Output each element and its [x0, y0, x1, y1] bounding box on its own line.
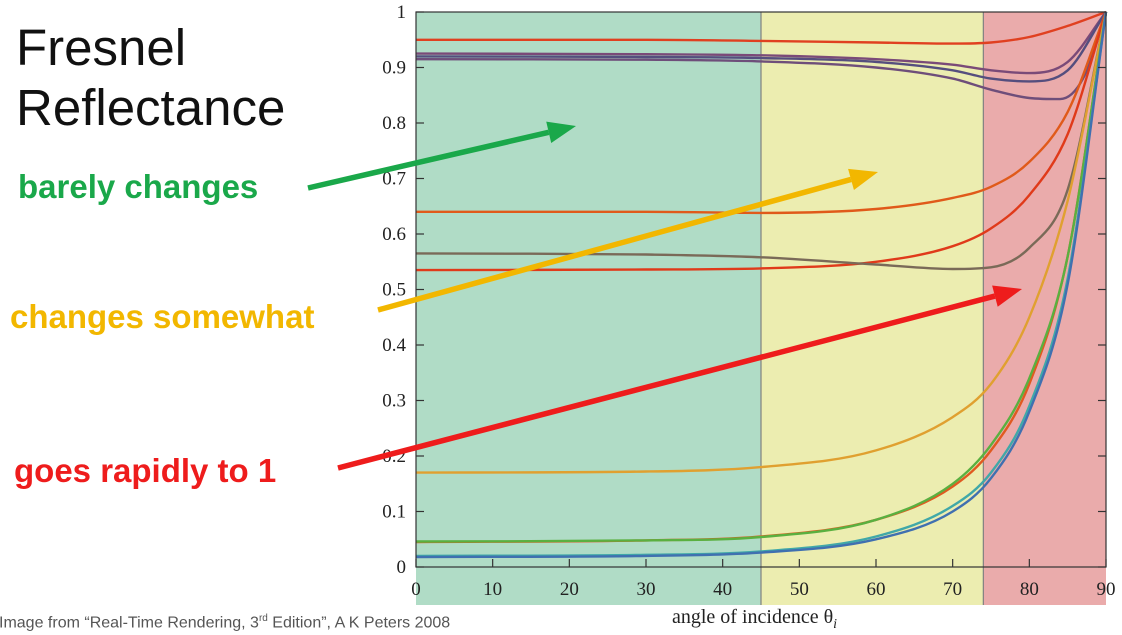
x-tick-label: 90: [1097, 579, 1116, 600]
y-tick-label: 0.6: [382, 224, 406, 245]
region-bands: [416, 12, 1106, 605]
x-axis-label: angle of incidence θi: [672, 606, 837, 632]
x-tick-label: 50: [790, 579, 809, 600]
y-tick-label: 0.7: [382, 169, 406, 190]
series-line-7: [415, 11, 1108, 271]
slide-title: Fresnel Reflectance: [16, 19, 286, 136]
series-line-6: [415, 11, 1108, 272]
x-tick-label: 20: [560, 579, 579, 600]
arrow-shaft: [307, 129, 550, 191]
x-tick-label: 40: [713, 579, 732, 600]
arrow-shaft: [377, 176, 852, 313]
region-band-1: [416, 12, 761, 605]
image-credit: Image from “Real-Time Rendering, 3rd Edi…: [0, 613, 450, 632]
x-tick-label: 30: [637, 579, 656, 600]
x-tick-label: 60: [867, 579, 886, 600]
x-axis-label-subscript: i: [833, 617, 837, 632]
arrow-head: [848, 168, 878, 191]
annotation-changes-somewhat: changes somewhat: [10, 298, 315, 335]
x-tick-label: 0: [411, 579, 421, 600]
y-tick-label: 0.1: [382, 502, 406, 523]
arrow-head: [992, 285, 1022, 307]
credit-prefix: Image from “Real-Time Rendering, 3: [0, 614, 259, 632]
chart-axes: 00.10.20.30.40.50.60.70.80.910 10 20 30 40 50…: [382, 2, 1115, 600]
x-tick-label: 80: [1020, 579, 1039, 600]
series-line-1: [416, 10, 1107, 45]
y-tick-label: 0: [397, 557, 407, 578]
arrow-shaft: [337, 293, 996, 471]
series-line-10: [415, 11, 1108, 543]
x-tick-label: 10: [483, 579, 502, 600]
series-lines: [415, 10, 1108, 559]
series-line-12: [415, 11, 1108, 559]
y-tick-label: 0.9: [382, 58, 406, 79]
credit-suffix: Edition”, A K Peters 2008: [267, 614, 451, 632]
series-line-3: [415, 11, 1108, 83]
x-tick-label: 70: [943, 579, 962, 600]
arrow-head: [546, 121, 576, 144]
y-tick-label: 0.4: [382, 335, 406, 356]
series-line-9: [415, 11, 1108, 474]
credit-sup: rd: [258, 613, 268, 624]
arrow-3: [337, 285, 1022, 471]
y-tick-label: 1: [397, 2, 407, 23]
callout-arrows: [307, 121, 1022, 471]
arrow-2: [377, 168, 878, 313]
y-tick-label: 0.5: [382, 280, 406, 301]
y-tick-label: 0.8: [382, 113, 406, 134]
series-line-2: [415, 11, 1107, 75]
series-line-5: [415, 11, 1108, 215]
arrow-1: [307, 121, 576, 191]
annotation-barely-changes: barely changes: [18, 168, 259, 205]
annotation-goes-rapidly: goes rapidly to 1: [14, 452, 277, 489]
y-tick-label: 0.3: [382, 391, 406, 412]
series-line-4: [415, 11, 1108, 101]
